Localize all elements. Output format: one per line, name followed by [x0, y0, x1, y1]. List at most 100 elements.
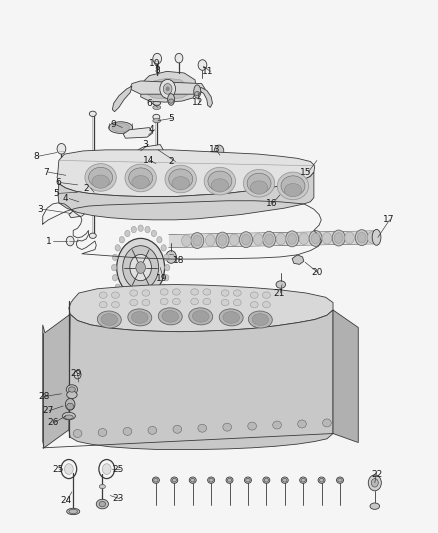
- Ellipse shape: [142, 290, 150, 296]
- Circle shape: [131, 227, 136, 233]
- Polygon shape: [43, 314, 70, 448]
- Ellipse shape: [221, 300, 229, 306]
- Ellipse shape: [262, 292, 270, 298]
- Ellipse shape: [130, 290, 138, 296]
- Ellipse shape: [332, 230, 345, 246]
- Ellipse shape: [205, 235, 215, 246]
- Ellipse shape: [218, 235, 227, 245]
- Ellipse shape: [68, 387, 75, 392]
- Ellipse shape: [336, 477, 343, 483]
- Polygon shape: [69, 209, 86, 217]
- Text: 26: 26: [47, 418, 58, 427]
- Ellipse shape: [172, 478, 177, 482]
- Polygon shape: [57, 150, 315, 197]
- Ellipse shape: [152, 477, 159, 483]
- Ellipse shape: [322, 419, 331, 427]
- Text: 28: 28: [39, 392, 50, 401]
- Ellipse shape: [244, 169, 275, 197]
- Ellipse shape: [148, 426, 157, 434]
- Circle shape: [164, 254, 169, 261]
- Circle shape: [214, 145, 224, 157]
- Circle shape: [166, 251, 177, 263]
- Circle shape: [113, 274, 118, 281]
- Polygon shape: [123, 127, 153, 138]
- Ellipse shape: [204, 167, 236, 195]
- Ellipse shape: [112, 302, 119, 308]
- Ellipse shape: [99, 302, 107, 308]
- Ellipse shape: [142, 300, 150, 306]
- Ellipse shape: [191, 232, 204, 248]
- Polygon shape: [58, 172, 314, 220]
- Circle shape: [136, 262, 145, 273]
- Ellipse shape: [273, 421, 281, 429]
- Ellipse shape: [211, 179, 229, 192]
- Ellipse shape: [288, 233, 297, 244]
- Ellipse shape: [66, 385, 78, 394]
- Circle shape: [145, 227, 150, 233]
- Ellipse shape: [162, 311, 179, 322]
- Text: 8: 8: [154, 66, 160, 75]
- Ellipse shape: [165, 165, 196, 193]
- Ellipse shape: [85, 164, 116, 191]
- Ellipse shape: [153, 114, 160, 119]
- Polygon shape: [333, 310, 358, 442]
- Ellipse shape: [75, 199, 85, 205]
- Ellipse shape: [223, 423, 232, 431]
- Ellipse shape: [169, 169, 193, 189]
- Text: 13: 13: [209, 146, 220, 155]
- Ellipse shape: [99, 484, 106, 489]
- Circle shape: [165, 264, 170, 271]
- Ellipse shape: [298, 420, 306, 428]
- Ellipse shape: [160, 289, 168, 295]
- Ellipse shape: [248, 311, 272, 328]
- Ellipse shape: [101, 314, 117, 325]
- Ellipse shape: [160, 298, 168, 305]
- Text: 9: 9: [111, 120, 117, 129]
- Circle shape: [163, 84, 172, 94]
- Circle shape: [74, 370, 81, 379]
- Text: 5: 5: [168, 114, 174, 123]
- Ellipse shape: [192, 311, 209, 322]
- Text: 27: 27: [43, 406, 54, 415]
- Circle shape: [113, 254, 118, 261]
- Circle shape: [125, 298, 130, 305]
- Circle shape: [123, 246, 159, 289]
- Ellipse shape: [153, 118, 161, 123]
- Ellipse shape: [153, 101, 161, 106]
- Text: 2: 2: [168, 157, 174, 166]
- Ellipse shape: [265, 234, 273, 245]
- Circle shape: [57, 143, 66, 154]
- Ellipse shape: [355, 230, 368, 246]
- Text: 6: 6: [55, 178, 61, 187]
- Ellipse shape: [193, 235, 201, 246]
- Ellipse shape: [227, 478, 232, 482]
- Ellipse shape: [357, 232, 366, 243]
- Ellipse shape: [153, 193, 160, 199]
- Circle shape: [198, 60, 207, 70]
- Ellipse shape: [64, 415, 73, 419]
- Ellipse shape: [191, 298, 198, 305]
- Ellipse shape: [219, 309, 243, 326]
- Text: 25: 25: [112, 465, 124, 473]
- Ellipse shape: [370, 503, 380, 510]
- Ellipse shape: [73, 430, 82, 438]
- Text: 18: 18: [173, 256, 185, 265]
- Text: 4: 4: [149, 125, 154, 134]
- Text: 17: 17: [383, 215, 395, 224]
- Circle shape: [161, 284, 166, 290]
- Ellipse shape: [97, 311, 121, 328]
- Ellipse shape: [264, 478, 268, 482]
- Ellipse shape: [99, 292, 107, 298]
- Ellipse shape: [173, 298, 180, 305]
- Text: 14: 14: [143, 156, 154, 165]
- Text: 16: 16: [265, 199, 277, 208]
- Text: 24: 24: [60, 496, 71, 505]
- Ellipse shape: [76, 183, 84, 187]
- Ellipse shape: [318, 477, 325, 483]
- Ellipse shape: [248, 422, 257, 430]
- Ellipse shape: [334, 233, 343, 244]
- Ellipse shape: [242, 235, 251, 245]
- Text: 12: 12: [191, 98, 203, 107]
- Polygon shape: [113, 86, 132, 112]
- Ellipse shape: [131, 312, 148, 323]
